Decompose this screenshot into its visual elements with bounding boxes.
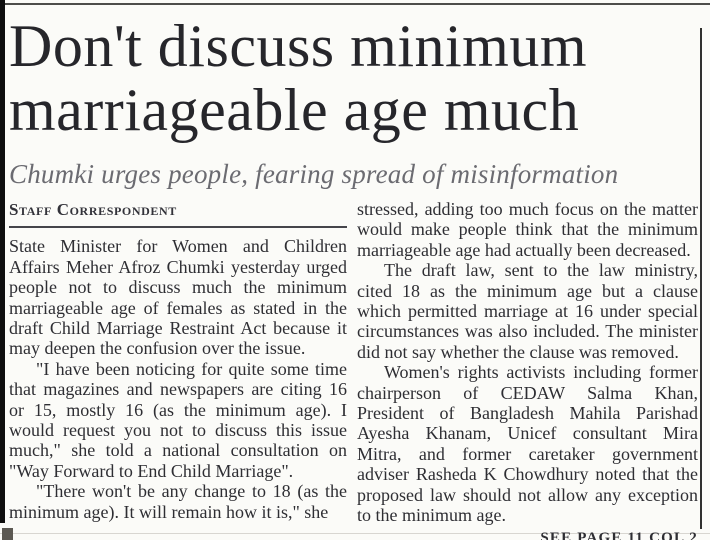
right-column-rule — [700, 28, 702, 529]
continuation-note: SEE PAGE 11 COL 2 — [540, 529, 698, 540]
article-paragraph: The draft law, sent to the law ministry,… — [357, 260, 698, 362]
article-headline: Don't discuss minimum marriageable age m… — [9, 13, 701, 144]
article-column-right: stressed, adding too much focus on the m… — [357, 199, 698, 540]
article-subheadline: Chumki urges people, fearing spread of m… — [9, 159, 619, 189]
bottom-rule — [0, 533, 710, 534]
article-paragraph: Women's rights activists including forme… — [357, 362, 698, 526]
headline-line-1: Don't discuss minimum — [9, 13, 588, 79]
article-paragraph: "I have been noticing for quite some tim… — [9, 358, 347, 481]
article-paragraph: stressed, adding too much focus on the m… — [357, 199, 698, 260]
article-paragraph: "There won't be any change to 18 (as the… — [9, 481, 347, 522]
byline-row: Staff Correspondent — [9, 199, 347, 229]
bottom-left-scan-mark — [2, 528, 13, 540]
article-paragraph: State Minister for Women and Children Af… — [9, 236, 347, 359]
byline: Staff Correspondent — [9, 200, 177, 219]
left-edge-scan-bar — [0, 0, 5, 523]
headline-line-2: marriageable age much — [9, 77, 580, 144]
article-column-left: Staff Correspondent State Minister for W… — [9, 199, 347, 522]
top-rule — [5, 3, 710, 5]
